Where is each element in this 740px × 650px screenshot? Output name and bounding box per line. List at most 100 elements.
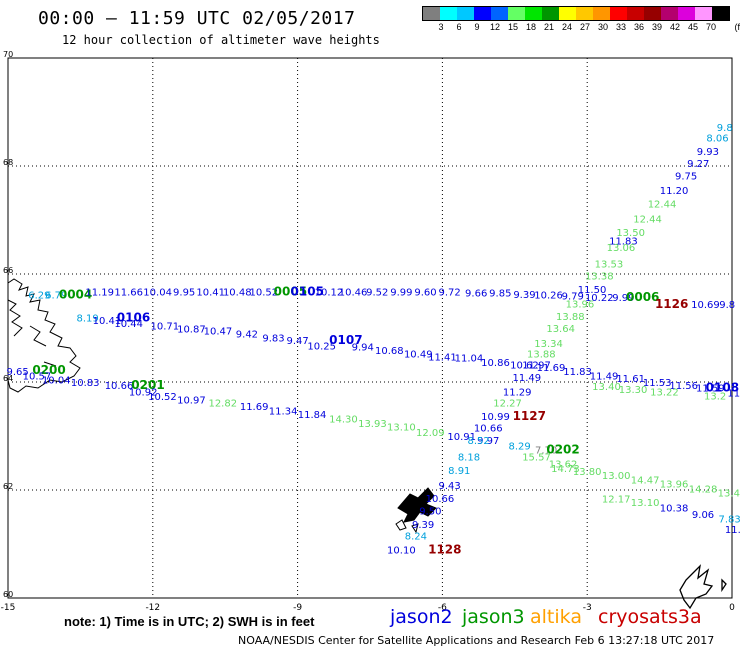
wave-height-label: 9.06 — [692, 510, 714, 521]
wave-height-label: 11.20 — [660, 186, 689, 197]
pass-time-label: 0200 — [32, 363, 65, 377]
y-tick-label: 62 — [3, 482, 13, 491]
wave-height-label: 9.99 — [390, 288, 412, 299]
note-text: note: 1) Time is in UTC; 2) SWH is in fe… — [64, 614, 315, 629]
pass-time-label: 0107 — [329, 333, 362, 347]
wave-height-label: 9.97 — [477, 436, 499, 447]
pass-time-label: 0201 — [131, 378, 164, 392]
wave-height-label: 13.96 — [660, 479, 689, 490]
wave-height-label: 12.82 — [208, 398, 237, 409]
wave-height-label: 13.30 — [619, 385, 648, 396]
wave-height-label: 10.68 — [375, 346, 404, 357]
wave-height-label: 9.8 — [717, 123, 733, 134]
color-scale-label: 3 — [438, 22, 444, 32]
color-swatch — [627, 7, 644, 20]
wave-height-label: 9.39 — [513, 290, 535, 301]
wave-height-label: 13.93 — [358, 419, 387, 430]
wave-height-label: 14.47 — [631, 476, 660, 487]
wave-height-label: 10.52 — [249, 288, 278, 299]
wave-height-label: 10.99 — [481, 412, 510, 423]
x-tick-label: -3 — [583, 603, 592, 613]
color-swatch — [695, 7, 712, 20]
wave-height-label: 12.44 — [648, 200, 677, 211]
axis-tick-labels: -15 -12 -9 -6 -3 0 70 68 66 64 62 60 — [1, 50, 735, 613]
wave-height-label: 10.10 — [387, 546, 416, 557]
color-swatch — [661, 7, 678, 20]
wave-height-label: 10.97 — [177, 396, 206, 407]
color-swatch — [644, 7, 661, 20]
wave-height-label: 11.59 — [696, 384, 725, 395]
wave-height-label: 10.04 — [42, 376, 71, 387]
y-tick-label: 64 — [3, 374, 13, 383]
color-swatch — [423, 7, 440, 20]
wave-height-label: 11.61 — [616, 374, 645, 385]
wave-height-label: 8.18 — [458, 452, 480, 463]
wave-height-label: 12.27 — [493, 398, 522, 409]
y-tick-label: 60 — [3, 590, 13, 599]
wave-height-label: 9.83 — [262, 334, 284, 345]
wave-height-label: 10.44 — [114, 319, 143, 330]
wave-height-label: 9.50 — [419, 506, 441, 517]
wave-height-label: 10.69 — [691, 300, 720, 311]
y-tick-label: 66 — [3, 266, 13, 275]
color-scale-swatches — [422, 6, 730, 21]
y-tick-label: 68 — [3, 158, 13, 167]
iceland-fjords — [7, 299, 57, 367]
wave-height-label: 11.84 — [298, 410, 327, 421]
wave-height-label: 13.00 — [602, 471, 631, 482]
wave-height-label: 11.19 — [85, 288, 114, 299]
wave-height-label: 11.49 — [513, 373, 542, 384]
color-scale-label: 6 — [456, 22, 462, 32]
wave-height-label: 10.26 — [534, 290, 563, 301]
color-swatch — [576, 7, 593, 20]
wave-height-label: 10.52 — [148, 392, 177, 403]
wave-height-label: 10.38 — [660, 504, 689, 515]
wave-height-label: 13.96 — [566, 299, 595, 310]
legend-jason2: jason2 — [390, 606, 453, 628]
legend-altika: altika — [530, 606, 582, 628]
color-swatch — [678, 7, 695, 20]
wave-height-label: 11.29 — [503, 388, 532, 399]
wave-height-label: 11.97 — [522, 361, 551, 372]
wave-height-label: 13.34 — [534, 339, 563, 350]
pass-time-label: 1128 — [428, 543, 461, 557]
wave-height-label: 10.25 — [307, 342, 336, 353]
wave-height-label: 9.66 — [465, 289, 487, 300]
wave-height-label: 13.22 — [650, 388, 679, 399]
wave-height-label: 11.66 — [114, 288, 143, 299]
wave-height-label: 10.83 — [71, 378, 100, 389]
color-scale-label: 39 — [651, 22, 663, 32]
color-scale-label: 70 — [705, 22, 717, 32]
wave-height-label: 9.93 — [697, 147, 719, 158]
wave-height-label: 7.70 — [535, 445, 557, 456]
x-tick-label: -9 — [293, 603, 302, 613]
wave-height-label: 10.92 — [129, 388, 158, 399]
color-scale-unit: (ft) — [734, 22, 740, 32]
color-scale-label: 42 — [669, 22, 681, 32]
wave-height-label: 13.10 — [631, 498, 660, 509]
wave-height-label: 13.88 — [527, 350, 556, 361]
color-scale-label: 18 — [525, 22, 537, 32]
wave-height-label: 6.79 — [45, 290, 67, 301]
wave-height-label: 11.34 — [269, 406, 298, 417]
wave-height-label: 14.30 — [329, 415, 358, 426]
color-swatch — [508, 7, 525, 20]
x-tick-label: -15 — [1, 603, 16, 613]
wave-height-label: 9.72 — [439, 288, 461, 299]
wave-height-label: 10.48 — [223, 288, 252, 299]
pass-time-label: 0005 — [274, 285, 307, 299]
color-swatch — [525, 7, 542, 20]
wave-height-label: 13.2 — [704, 391, 726, 402]
wave-height-label: 13.53 — [595, 260, 624, 271]
wave-height-label: 11.04 — [455, 353, 484, 364]
wave-height-label: 13.50 — [616, 228, 645, 239]
wave-height-label: 14.28 — [689, 485, 718, 496]
faroe-islets — [395, 499, 425, 534]
wave-height-label: 7.83 — [718, 514, 740, 525]
wave-height-label: 13.62 — [549, 459, 578, 470]
pass-time-label: 1127 — [513, 409, 546, 423]
wave-height-label: 12.44 — [633, 215, 662, 226]
wave-height-label: 10.12 — [315, 288, 344, 299]
faroe-islands — [397, 487, 437, 523]
